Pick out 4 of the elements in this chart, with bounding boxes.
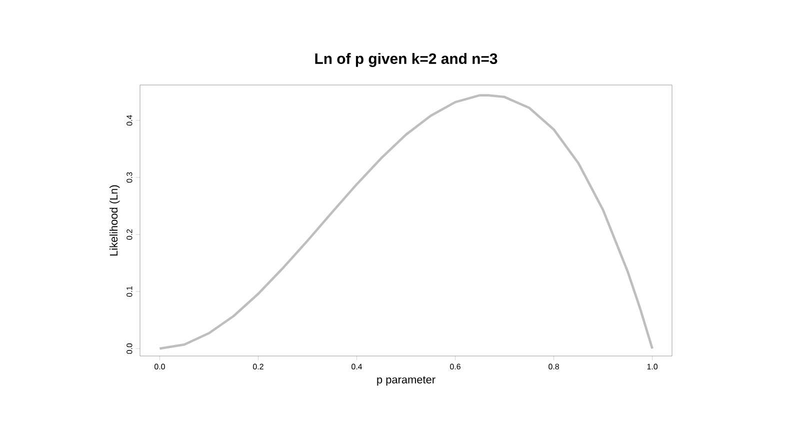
y-axis-title: Likelihood (Ln) [110,185,120,256]
chart-title: Ln of p given k=2 and n=3 [315,53,498,67]
x-axis-title: p parameter [377,376,436,386]
line-series [158,94,654,350]
